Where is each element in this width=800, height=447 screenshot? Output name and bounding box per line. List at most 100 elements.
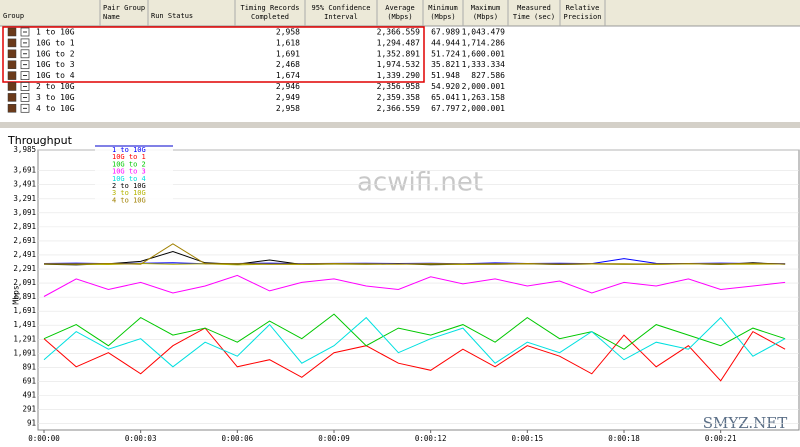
y-tick-label: 3,691 [13,166,36,175]
table-cell: 1,294.487 [377,38,421,47]
x-tick-label: 0:00:21 [705,434,737,443]
table-cell: 51.724 [431,49,460,58]
table-cell: 2,000.001 [462,82,506,91]
table-cell: 2,946 [276,82,300,91]
column-header: Measured [517,4,551,12]
column-header: Minimum [428,4,458,12]
table-cell: 1,352.891 [377,49,421,58]
watermark: SMYZ.NET [703,414,788,432]
table-cell: 1,714.286 [462,38,506,47]
table-cell: 2,958 [276,28,300,37]
table-cell: 2,366.559 [377,104,421,113]
y-tick-label: 3,491 [13,180,36,189]
legend-entry: 10G to 4 [112,175,146,183]
table-cell: 44.944 [431,38,460,47]
table-cell: 2,468 [276,60,300,69]
column-header: (Mbps) [387,13,412,21]
x-tick-label: 0:00:09 [318,434,350,443]
table-cell: 1,974.532 [377,60,421,69]
x-tick-label: 0:00:12 [415,434,447,443]
row-icon [7,60,17,69]
table-cell: 1,618 [276,38,300,47]
row-icon [7,27,17,37]
column-header: Maximum [471,4,501,12]
highlight-box [2,26,425,83]
table-cell: 2 to 10G [36,82,75,91]
table-cell: 4 to 10G [36,104,75,113]
y-tick-label: 291 [22,405,36,414]
row-icon [7,38,17,48]
x-tick-label: 0:00:06 [222,434,254,443]
table-cell: 10G to 2 [36,49,75,58]
table-cell: 10G to 4 [36,71,75,80]
y-tick-label: 2,491 [13,250,36,259]
legend-entry: 3 to 10G [112,189,146,197]
table-cell: 1 to 10G [36,28,75,37]
table-cell: 51.948 [431,71,460,80]
chart-title: Throughput [7,134,73,147]
table-cell: 10G to 1 [36,38,75,47]
y-tick-label: 2,291 [13,264,36,273]
table-cell: 1,674 [276,71,300,80]
table-cell: 65.041 [431,93,460,102]
column-header: Interval [324,13,358,21]
splitter[interactable] [0,122,800,128]
series-line [43,313,786,350]
y-tick-label: 3,985 [13,145,36,154]
y-tick-label: 1,291 [13,334,36,343]
column-header: Timing Records [240,4,299,12]
column-header: (Mbps) [430,13,455,21]
table-cell: 67.797 [431,104,460,113]
table-cell: 10G to 3 [36,60,75,69]
y-tick-label: 1,091 [13,348,36,357]
legend-entry: 1 to 10G [112,146,146,154]
column-header: Time (sec) [513,13,555,21]
column-header: Pair Group [103,4,145,12]
y-tick-label: 491 [22,391,36,400]
legend-entry: 10G to 3 [112,168,146,176]
table-cell: 2,958 [276,104,300,113]
legend-entry: 10G to 2 [112,160,146,168]
y-tick-label: 3,091 [13,208,36,217]
y-tick-label: 3,291 [13,194,36,203]
y-tick-label: 91 [27,419,36,428]
table-cell: 1,339.290 [377,71,421,80]
legend-entry: 10G to 1 [112,153,146,161]
row-icon [7,49,17,59]
column-header: Precision [564,13,602,21]
watermark: acwifi.net [357,168,483,198]
table-cell: 67.989 [431,28,460,37]
column-header: Name [103,13,120,21]
x-tick-label: 0:00:03 [125,434,157,443]
series-line [43,316,786,368]
x-tick-label: 0:00:18 [608,434,640,443]
series-line [43,327,786,382]
table-header-bg [0,0,800,26]
table-cell: 2,359.358 [377,93,421,102]
table-cell: 1,263.158 [462,93,506,102]
table-cell: 1,691 [276,49,300,58]
table-cell: 54.920 [431,82,460,91]
table-cell: 2,949 [276,93,300,102]
table-cell: 2,000.001 [462,104,506,113]
table-cell: 35.821 [431,60,460,69]
table-cell: 2,366.559 [377,28,421,37]
table-cell: 1,043.479 [462,28,506,37]
y-tick-label: 2,091 [13,278,36,287]
legend-entry: 4 to 10G [112,196,146,204]
row-icon [7,71,17,80]
column-header: (Mbps) [473,13,498,21]
series-line [43,243,786,265]
column-header: Relative [566,4,600,12]
y-tick-label: 2,691 [13,236,36,245]
y-tick-label: 1,891 [13,292,36,301]
table-cell: 1,333.334 [462,60,506,69]
y-tick-label: 2,891 [13,222,36,231]
table-cell: 1,600.001 [462,49,506,58]
series-line [43,274,786,297]
y-tick-label: 1,491 [13,320,36,329]
legend-entry: 2 to 10G [112,182,146,190]
y-tick-label: 891 [22,362,36,371]
column-header: Average [385,4,415,12]
